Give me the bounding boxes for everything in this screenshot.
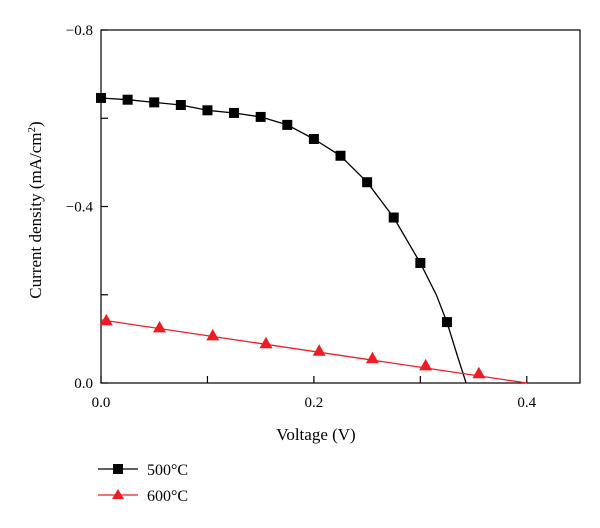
legend: 500°C 600°C xyxy=(98,462,188,505)
legend-marker-600c xyxy=(112,489,124,499)
y-tick-label: −0.4 xyxy=(66,200,94,216)
data-point-500c xyxy=(96,92,106,103)
x-axis-title: Voltage (V) xyxy=(276,425,355,444)
x-tick-label: 0.2 xyxy=(305,395,324,411)
data-point-600c xyxy=(259,336,273,349)
data-point-500c xyxy=(441,317,452,328)
data-point-500c xyxy=(388,212,399,223)
legend-label-500c: 500°C xyxy=(147,462,188,479)
data-point-600c xyxy=(99,313,113,326)
series-line-500c xyxy=(100,97,467,384)
data-point-500c xyxy=(362,177,373,188)
data-point-500c xyxy=(149,97,160,108)
data-point-600c xyxy=(153,320,167,333)
data-point-500c xyxy=(202,105,213,116)
series-line-600c xyxy=(100,319,527,384)
data-point-600c xyxy=(419,358,433,371)
y-tick-label: 0.0 xyxy=(74,376,93,392)
series-layer xyxy=(96,92,527,384)
data-point-500c xyxy=(229,107,240,118)
y-axis-title-main: Current density (mA/cm xyxy=(26,132,45,298)
y-tick-label: −0.8 xyxy=(66,23,93,39)
data-point-500c xyxy=(255,111,266,122)
plot-area: 0.0 0.2 0.4 0.0 −0.4 −0.8 xyxy=(66,23,581,411)
legend-marker-500c xyxy=(113,464,123,474)
data-point-500c xyxy=(308,133,319,144)
legend-label-600c: 600°C xyxy=(147,488,188,505)
data-point-600c xyxy=(472,366,486,379)
x-tick-label: 0.0 xyxy=(92,395,111,411)
data-point-500c xyxy=(175,100,186,111)
data-point-500c xyxy=(415,257,426,268)
x-tick-label: 0.4 xyxy=(517,395,536,411)
data-point-600c xyxy=(206,328,220,341)
data-point-600c xyxy=(312,344,326,356)
y-axis-title-sup: 2 xyxy=(26,127,38,133)
data-point-500c xyxy=(282,119,293,130)
data-point-600c xyxy=(365,351,379,364)
y-axis-title-close: ) xyxy=(26,121,45,127)
data-point-500c xyxy=(335,150,346,161)
data-point-500c xyxy=(122,94,133,105)
y-axis-title: Current density (mA/cm2) xyxy=(26,121,45,298)
